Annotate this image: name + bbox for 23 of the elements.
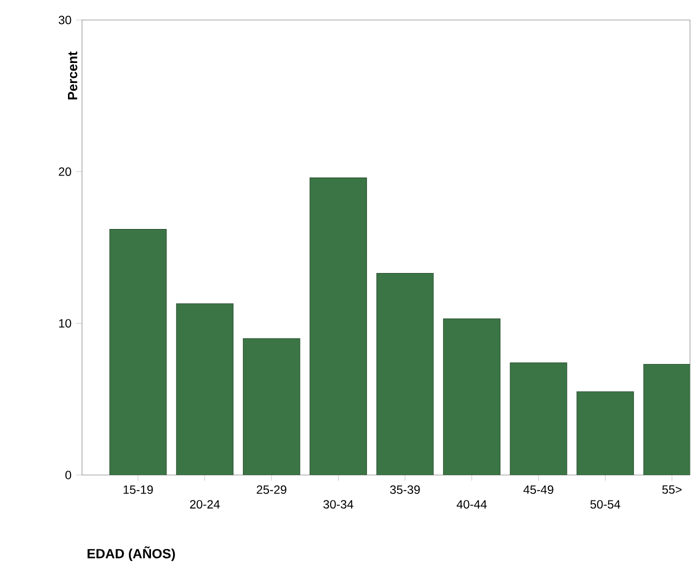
y-axis-title: Percent <box>68 52 78 100</box>
x-tick-label: 45-49 <box>523 485 554 494</box>
bar <box>242 338 300 475</box>
bar <box>443 318 500 475</box>
x-tick-label: 50-54 <box>590 500 620 509</box>
bar <box>310 177 367 475</box>
x-tick-label: 40-44 <box>456 500 487 509</box>
bar <box>176 303 234 475</box>
x-tick-label: 55> <box>662 485 682 494</box>
y-tick-label: 10 <box>59 319 72 328</box>
x-tick-label: 20-24 <box>190 500 220 509</box>
y-tick-label: 20 <box>58 167 72 176</box>
y-tick-label: 30 <box>58 16 72 24</box>
bar <box>376 273 434 475</box>
bar <box>109 229 167 475</box>
y-tick-label: 0 <box>65 470 72 480</box>
bar <box>510 362 568 475</box>
x-tick-label: 35-39 <box>390 485 420 494</box>
x-tick-label: 15-19 <box>124 485 153 494</box>
x-axis-title: EDAD (AÑOS) <box>88 546 175 562</box>
x-tick-label: 30-34 <box>323 500 354 509</box>
x-tick-label: 25-29 <box>256 485 286 494</box>
bar <box>576 391 634 475</box>
